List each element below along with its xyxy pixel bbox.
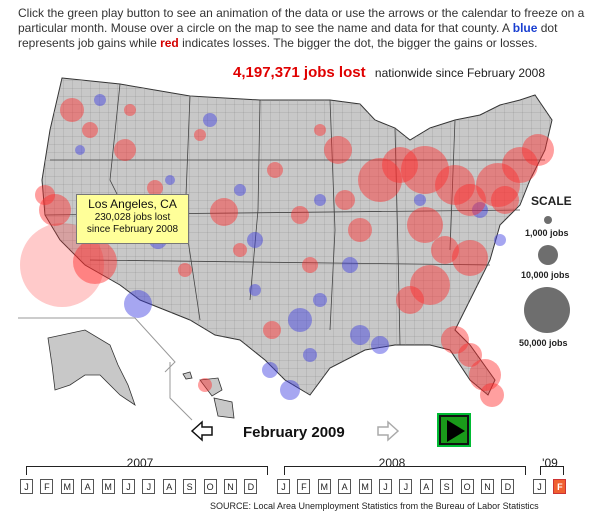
scale-title: SCALE bbox=[531, 194, 572, 208]
scale-dot-medium bbox=[538, 245, 558, 265]
month-2007-4[interactable]: A bbox=[81, 479, 95, 494]
month-2007-10[interactable]: O bbox=[203, 479, 217, 494]
month-2007-9[interactable]: S bbox=[183, 479, 197, 494]
month-2008-3[interactable]: M bbox=[317, 479, 331, 494]
inset-line-2 bbox=[169, 362, 193, 421]
month-2008-4[interactable]: A bbox=[338, 479, 352, 494]
year-bracket-2007 bbox=[26, 466, 268, 475]
scale-dot-large bbox=[524, 287, 570, 333]
month-2007-11[interactable]: N bbox=[224, 479, 237, 494]
play-button[interactable] bbox=[437, 413, 471, 447]
month-2007-5[interactable]: M bbox=[101, 479, 115, 494]
county-grid bbox=[42, 78, 552, 395]
month-2007-7[interactable]: J bbox=[142, 479, 156, 494]
year-bracket-2008 bbox=[284, 466, 526, 475]
headline: 4,197,371 jobs lost nationwide since Feb… bbox=[233, 64, 545, 81]
loss-dots[interactable] bbox=[20, 98, 554, 407]
scale-label-medium: 10,000 jobs bbox=[521, 270, 570, 280]
month-2008-9[interactable]: S bbox=[440, 479, 454, 494]
month-2007-6[interactable]: J bbox=[122, 479, 135, 494]
year-bracket-2009 bbox=[540, 466, 564, 475]
intro-part3: indicates losses. The bigger the dot, th… bbox=[178, 36, 538, 50]
tooltip-place: Los Angeles, CA bbox=[88, 197, 177, 211]
arrow-right-icon[interactable] bbox=[376, 420, 400, 442]
source-note: SOURCE: Local Area Unemployment Statisti… bbox=[210, 501, 539, 511]
month-2008-11[interactable]: N bbox=[481, 479, 494, 494]
intro-blue-word: blue bbox=[512, 21, 538, 35]
month-2007-12[interactable]: D bbox=[244, 479, 258, 494]
month-2009-1[interactable]: J bbox=[533, 479, 546, 494]
jobs-lost-count: 4,197,371 jobs lost bbox=[233, 64, 366, 81]
month-2008-8[interactable]: A bbox=[419, 479, 433, 494]
tooltip-jobs: 230,028 jobs lost bbox=[94, 212, 171, 223]
month-2008-1[interactable]: J bbox=[277, 479, 290, 494]
scale-label-large: 50,000 jobs bbox=[519, 338, 568, 348]
play-icon bbox=[447, 420, 465, 442]
intro-part1: Click the green play button to see an an… bbox=[18, 6, 585, 35]
month-2007-2[interactable]: F bbox=[40, 479, 54, 494]
month-2007-3[interactable]: M bbox=[60, 479, 74, 494]
month-2007-1[interactable]: J bbox=[20, 479, 33, 494]
month-2008-6[interactable]: J bbox=[379, 479, 392, 494]
county-tooltip: Los Angeles, CA 230,028 jobs lost since … bbox=[76, 194, 189, 244]
month-2009-2[interactable]: F bbox=[553, 479, 567, 494]
instructions-text: Click the green play button to see an an… bbox=[18, 6, 588, 51]
intro-part2: dot represents job gains while bbox=[18, 21, 558, 50]
scale-label-small: 1,000 jobs bbox=[525, 228, 569, 238]
month-2008-7[interactable]: J bbox=[399, 479, 413, 494]
month-2008-5[interactable]: M bbox=[358, 479, 372, 494]
month-2007-8[interactable]: A bbox=[162, 479, 176, 494]
hawaii-shape bbox=[182, 371, 235, 419]
alaska-shape bbox=[47, 329, 136, 406]
month-2008-2[interactable]: F bbox=[297, 479, 311, 494]
arrow-left-icon[interactable] bbox=[190, 420, 214, 442]
jobs-lost-suffix: nationwide since February 2008 bbox=[374, 66, 546, 80]
scale-dot-small bbox=[544, 216, 552, 224]
month-2008-10[interactable]: O bbox=[460, 479, 474, 494]
tooltip-since: since February 2008 bbox=[86, 224, 179, 235]
intro-red-word: red bbox=[160, 36, 179, 50]
month-2008-12[interactable]: D bbox=[501, 479, 515, 494]
current-month-label: February 2009 bbox=[243, 424, 345, 441]
